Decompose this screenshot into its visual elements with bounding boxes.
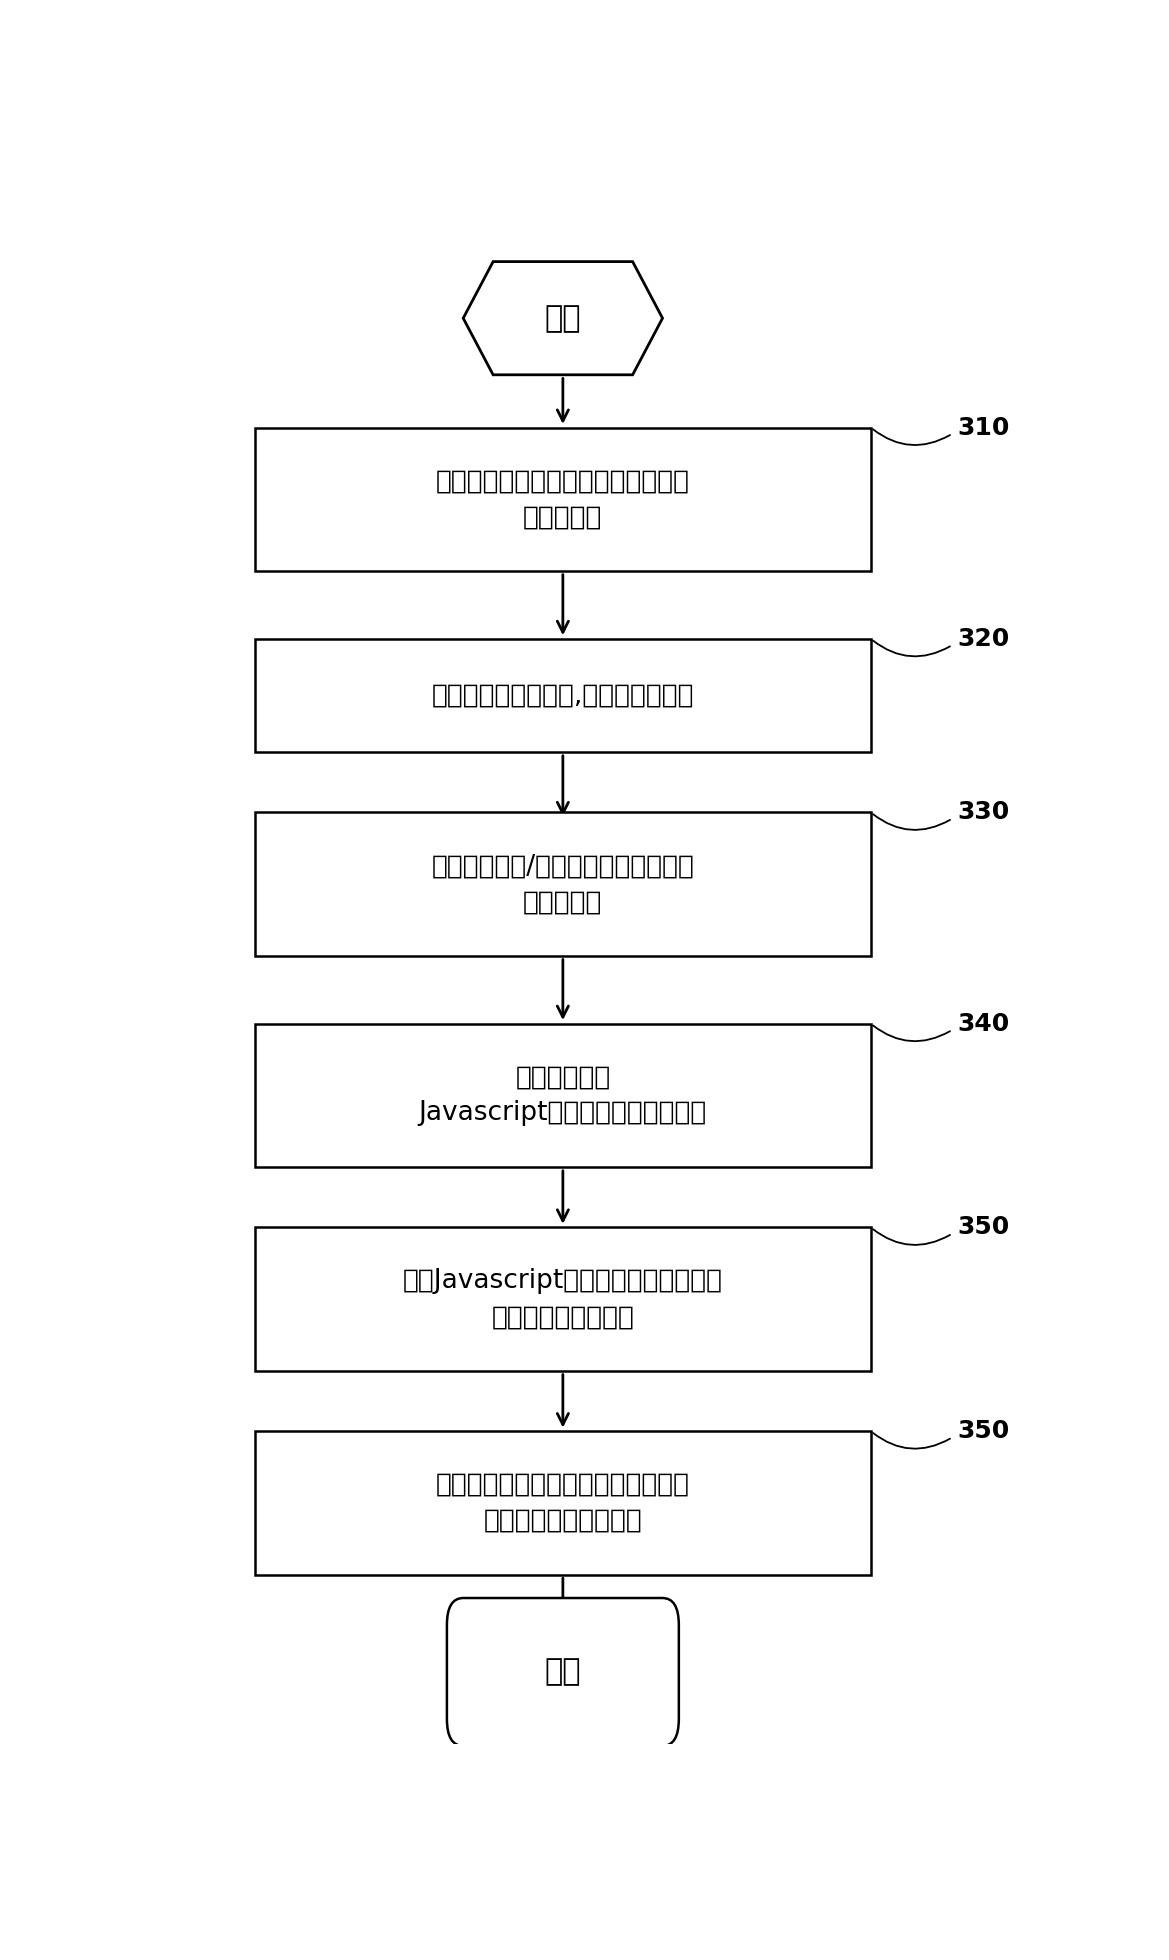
- FancyBboxPatch shape: [255, 1227, 871, 1370]
- Text: 利用Javascript自身的事件循环机制对
定时器进行执行调度: 利用Javascript自身的事件循环机制对 定时器进行执行调度: [403, 1268, 722, 1331]
- Text: 主动对象从事件队列取出事件，根据
当前状态进行分发处理: 主动对象从事件队列取出事件，根据 当前状态进行分发处理: [436, 1472, 690, 1535]
- FancyBboxPatch shape: [255, 639, 871, 753]
- Text: 主动对象注册到框架,并订阅相关事件: 主动对象注册到框架,并订阅相关事件: [431, 682, 694, 708]
- Text: 330: 330: [957, 800, 1009, 825]
- FancyBboxPatch shape: [255, 427, 871, 570]
- Text: 350: 350: [957, 1419, 1009, 1443]
- Text: 主动对象发送/接收事件，将收到的事
件放入队列: 主动对象发送/接收事件，将收到的事 件放入队列: [431, 853, 694, 915]
- FancyBboxPatch shape: [447, 1597, 679, 1746]
- FancyBboxPatch shape: [255, 813, 871, 956]
- Text: 使用主动对象来模拟需要执行的一个
或多个任务: 使用主动对象来模拟需要执行的一个 或多个任务: [436, 468, 690, 531]
- Text: 320: 320: [957, 627, 1009, 651]
- Polygon shape: [463, 261, 663, 374]
- FancyBboxPatch shape: [255, 1023, 871, 1166]
- Text: 结束: 结束: [545, 1658, 581, 1686]
- Text: 开始: 开始: [545, 304, 581, 333]
- Text: 310: 310: [957, 416, 1009, 439]
- Text: 主动对象设置
Javascript定时为零的定时器任务: 主动对象设置 Javascript定时为零的定时器任务: [419, 1064, 707, 1127]
- Text: 340: 340: [957, 1011, 1009, 1035]
- FancyBboxPatch shape: [255, 1431, 871, 1574]
- Text: 350: 350: [957, 1215, 1009, 1239]
